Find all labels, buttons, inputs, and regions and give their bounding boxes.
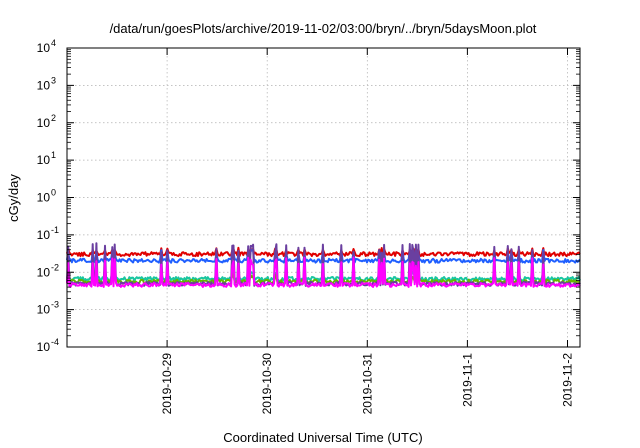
series-layer [66, 242, 581, 288]
y-tick-label: 10 [37, 340, 51, 354]
y-tick-exponent: -2 [51, 262, 59, 272]
y-tick-label: 10 [37, 303, 51, 317]
x-axis-label: Coordinated Universal Time (UTC) [223, 430, 422, 445]
y-tick-exponent: 1 [51, 150, 56, 160]
y-tick-exponent: 0 [51, 188, 56, 198]
series-line-magenta [66, 256, 581, 288]
y-tick-exponent: -4 [51, 337, 59, 347]
y-tick-label: 10 [37, 116, 51, 130]
y-tick-label: 10 [37, 265, 51, 279]
y-tick-exponent: -3 [51, 300, 59, 310]
y-tick-exponent: 3 [51, 75, 56, 85]
y-tick-label: 10 [37, 153, 51, 167]
y-tick-label: 10 [37, 41, 51, 55]
x-axis: 2019-10-29 2019-10-30 2019-10-31 2019-11-1 2… [160, 48, 574, 414]
y-axis-label: cGy/day [6, 174, 21, 222]
y-tick-label: 10 [37, 78, 51, 92]
grid [67, 48, 580, 347]
x-tick-label: 2019-11-2 [560, 353, 574, 407]
chart-title: /data/run/goesPlots/archive/2019-11-02/0… [110, 21, 537, 36]
y-tick-exponent: -1 [51, 225, 59, 235]
x-tick-label: 2019-11-1 [460, 353, 474, 407]
y-tick-exponent: 2 [51, 113, 56, 123]
y-tick-label: 10 [37, 191, 51, 205]
y-tick-exponent: 4 [51, 38, 56, 48]
x-tick-label: 2019-10-30 [260, 353, 274, 415]
x-tick-label: 2019-10-29 [160, 353, 174, 415]
x-tick-label: 2019-10-31 [360, 353, 374, 415]
y-tick-label: 10 [37, 228, 51, 242]
